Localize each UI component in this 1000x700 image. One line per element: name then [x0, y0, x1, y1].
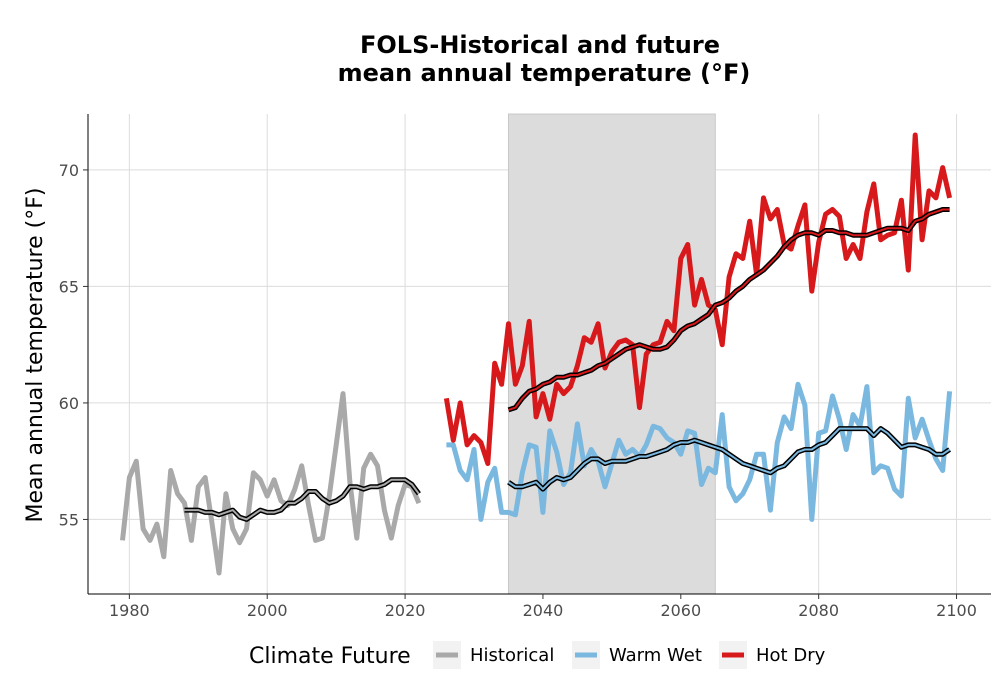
y-axis-title: Mean annual temperature (°F)	[23, 188, 48, 523]
series-layer	[120, 132, 953, 576]
x-tick-label-1980: 1980	[109, 601, 150, 620]
y-axis-ticks: 55 60 65 70	[59, 161, 88, 529]
plot-area: 1980 2000 2020 2040 2060 2080 2100 55 60 65 70	[59, 113, 991, 620]
chart-title-line-2: mean annual temperature (°F)	[338, 59, 751, 87]
x-tick-label-2020: 2020	[385, 601, 426, 620]
legend-label-warm-wet: Warm Wet	[609, 645, 702, 666]
legend-item-warm-wet: Warm Wet	[572, 641, 702, 669]
x-tick-label-2000: 2000	[247, 601, 288, 620]
y-tick-label-65: 65	[59, 277, 79, 296]
x-tick-label-2100: 2100	[936, 601, 977, 620]
y-tick-label-55: 55	[59, 510, 79, 529]
series-line-warm-wet	[446, 381, 953, 522]
x-tick-label-2060: 2060	[660, 601, 701, 620]
legend-item-historical: Historical	[433, 641, 554, 669]
y-tick-label-70: 70	[59, 161, 79, 180]
chart-title-line-1: FOLS-Historical and future	[360, 31, 720, 59]
legend-label-hot-dry: Hot Dry	[756, 645, 826, 666]
x-tick-label-2040: 2040	[523, 601, 564, 620]
x-tick-label-2080: 2080	[798, 601, 839, 620]
series-line-hot-dry	[443, 132, 953, 466]
smooth-line-warm-wet	[507, 427, 951, 491]
legend-item-hot-dry: Hot Dry	[719, 641, 826, 669]
legend-title: Climate Future	[249, 644, 411, 669]
smooth-line-hot-dry	[508, 208, 950, 411]
y-tick-label-60: 60	[59, 394, 79, 413]
series-line-historical	[120, 391, 422, 576]
legend-label-historical: Historical	[470, 645, 554, 666]
legend: Climate Future Historical Warm Wet Hot D…	[249, 641, 826, 669]
smooth-line-historical	[184, 478, 420, 521]
x-axis-ticks: 1980 2000 2020 2040 2060 2080 2100	[109, 594, 977, 620]
